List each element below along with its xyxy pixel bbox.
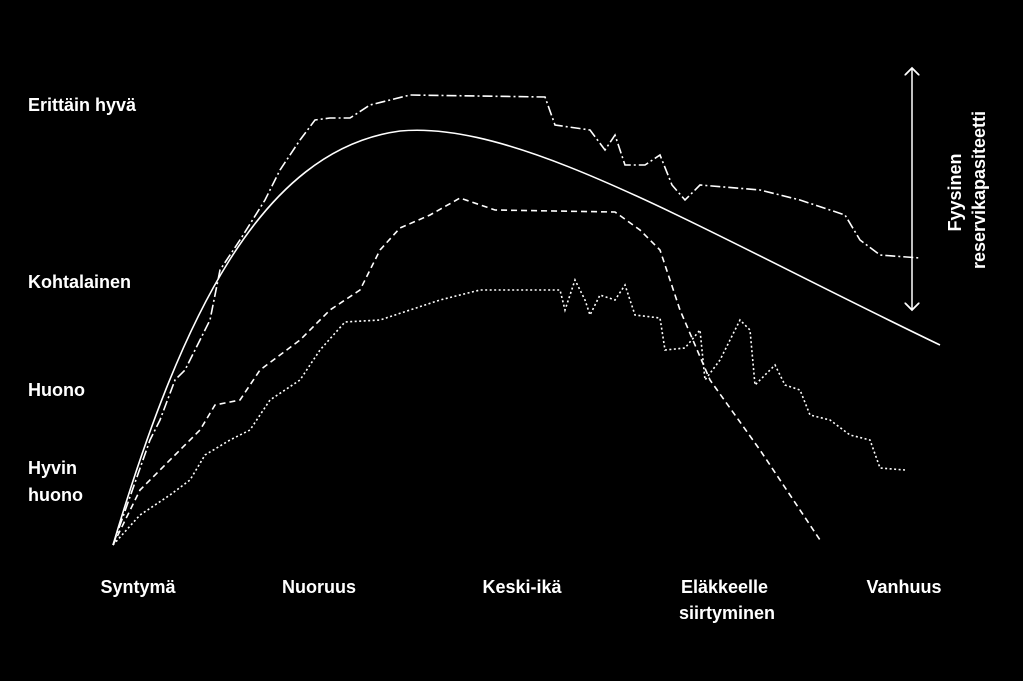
dash-dot-curve bbox=[112, 94, 921, 546]
stage-label: Eläkkeelle siirtyminen bbox=[679, 577, 775, 623]
dotted-curve bbox=[112, 277, 906, 546]
stage-label-line: siirtyminen bbox=[679, 603, 775, 623]
level-label: Hyvin huono bbox=[28, 458, 83, 505]
axis-label-line: reservikapasiteetti bbox=[969, 111, 989, 269]
dashed-curve bbox=[112, 197, 821, 546]
stage-label: Vanhuus bbox=[866, 577, 941, 597]
axis-label: Fyysinen reservikapasiteetti bbox=[945, 111, 989, 269]
stage-label-line: Eläkkeelle bbox=[681, 577, 768, 597]
level-label: Kohtalainen bbox=[28, 272, 131, 292]
stage-label: Nuoruus bbox=[282, 577, 356, 597]
solid-curve bbox=[112, 129, 941, 546]
axis-label-line: Fyysinen bbox=[945, 153, 965, 231]
level-label: Huono bbox=[28, 380, 85, 400]
stage-label: Keski-ikä bbox=[482, 577, 562, 597]
level-label-line: huono bbox=[28, 485, 83, 505]
level-label-line: Hyvin bbox=[28, 458, 77, 478]
stage-label: Syntymä bbox=[100, 577, 176, 597]
level-label: Erittäin hyvä bbox=[28, 95, 137, 115]
